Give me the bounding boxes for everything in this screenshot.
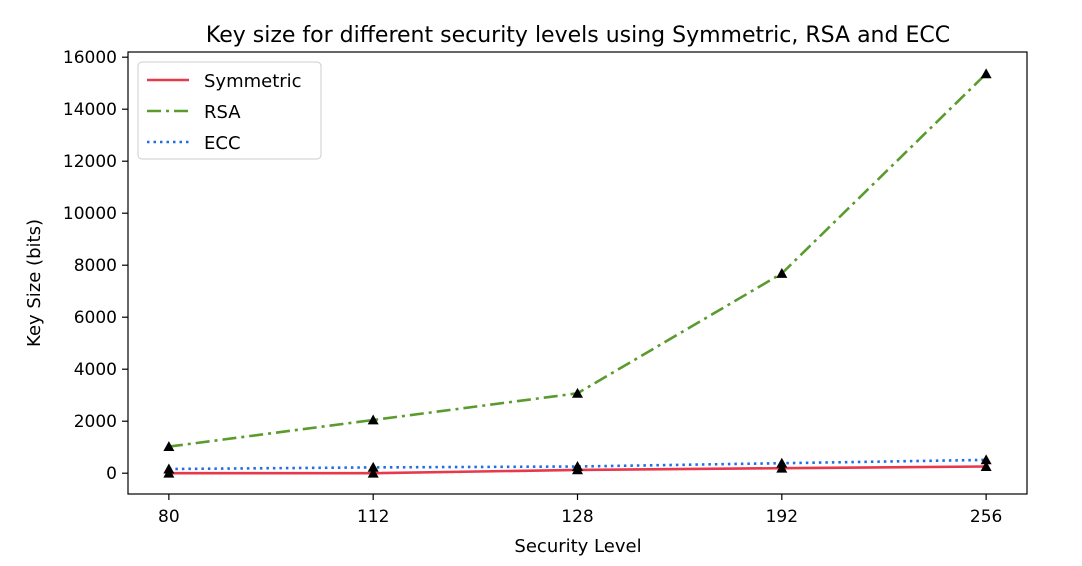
y-tick-label: 16000	[63, 48, 117, 68]
x-tick-label: 128	[561, 507, 593, 527]
x-tick-label: 256	[970, 507, 1002, 527]
legend-label-symmetric: Symmetric	[204, 71, 302, 92]
legend-label-rsa: RSA	[204, 102, 241, 123]
y-tick-label: 6000	[74, 308, 117, 328]
y-tick-label: 0	[106, 464, 117, 484]
legend-label-ecc: ECC	[204, 133, 241, 154]
plot-area: 0 2000 4000 6000 8000 10000 12000 14000 16000 80 1…	[63, 48, 1028, 527]
x-axis-label: Security Level	[514, 536, 641, 557]
data-point-rsa	[980, 68, 992, 79]
y-tick-label: 14000	[63, 100, 117, 120]
data-point-symmetric	[980, 461, 992, 471]
data-point-rsa	[163, 441, 175, 451]
data-point-rsa	[776, 268, 788, 278]
data-point-rsa	[367, 414, 379, 425]
data-point-symmetric	[367, 467, 379, 478]
data-point-rsa	[572, 387, 583, 398]
legend: Symmetric RSA ECC	[137, 61, 322, 160]
y-tick-label: 8000	[74, 256, 117, 276]
x-tick-label: 80	[158, 507, 180, 527]
legend-box	[137, 61, 322, 160]
y-axis-label: Key Size (bits)	[24, 219, 45, 347]
data-point-ecc	[367, 461, 379, 472]
data-point-symmetric	[776, 462, 788, 473]
chart-title: Key size for different security levels u…	[206, 23, 950, 48]
data-point-ecc	[163, 463, 175, 474]
x-tick-label: 192	[766, 507, 798, 527]
x-tick-label: 112	[357, 507, 389, 527]
data-point-ecc	[572, 461, 583, 471]
data-point-ecc	[980, 454, 992, 465]
y-tick-label: 10000	[63, 204, 117, 224]
data-point-ecc	[776, 457, 788, 468]
y-tick-label: 4000	[74, 360, 117, 380]
y-tick-label: 2000	[74, 412, 117, 432]
y-tick-label: 12000	[63, 152, 117, 172]
